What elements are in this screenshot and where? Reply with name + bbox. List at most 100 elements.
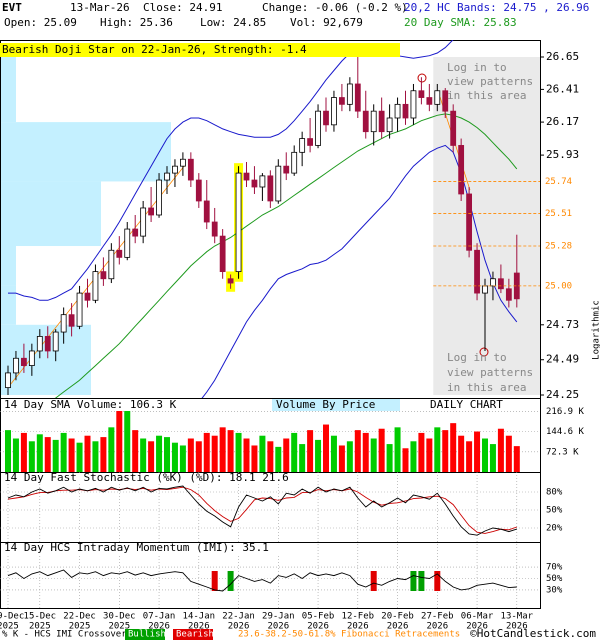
candle-body [5,372,11,389]
volume-bar [108,427,115,472]
x-tick-sublabel: 2026 [267,622,289,632]
volume-bar [5,430,11,472]
x-tick-sublabel: 2026 [347,622,369,632]
login-text: Log in to [447,61,507,74]
candle-body [187,158,194,181]
volume-bar [497,428,504,472]
fib-label: 25.51 [545,209,572,219]
volume-bar [116,407,123,472]
crossover-marker [418,571,425,591]
x-tick-sublabel: 2026 [506,622,528,632]
candle-body [474,249,480,294]
x-tick-sublabel: 2026 [387,622,409,632]
volume-bar [482,438,488,472]
close: Close: 24.91 [143,1,222,14]
volume-bar [426,438,433,472]
candle-body [28,350,35,366]
candle-body [338,97,345,105]
candle-body [140,207,147,237]
volume-bar [330,435,337,472]
volume-bar [283,438,290,472]
high: High: 25.36 [100,16,173,29]
y-tick-label: 144.6 K [546,427,585,437]
y-tick-label: 30% [546,585,563,595]
candle-body [283,165,290,174]
y-tick-label: 70% [546,563,563,573]
candle-body [450,110,457,146]
volume-bar [28,441,35,472]
candle-body [148,207,155,216]
low: Low: 24.85 [200,16,266,29]
volume-bar [219,427,226,472]
change: Change: -0.06 (-0.2 %) [262,1,408,14]
login-text: view patterns [447,366,533,379]
candle-body [466,193,473,251]
x-tick-sublabel: 2025 [69,622,91,632]
candle-body [13,357,19,374]
volume-title-bg [1,399,540,411]
candle-body [227,278,234,284]
volume-bar [307,430,314,472]
volume-bar [132,430,139,472]
footer-fib: 23.6-38.2-50-61.8% Fibonacci Retracement… [238,630,460,640]
y-tick-label: 50% [546,574,563,584]
candle-body [60,314,67,333]
candle-body [442,90,449,112]
candle-body [315,110,321,146]
candle-body [418,90,425,98]
y-tick-label: 25.93 [546,148,579,161]
volume-bar [44,437,51,472]
x-tick-label: 05-Feb [302,612,335,622]
y-tick-label: 80% [546,488,563,498]
crossover-marker [370,571,377,591]
stochastic-title: 14 Day Fast Stochastic (%K) (%D): 18.1 2… [4,471,289,484]
imi-line [7,569,517,592]
volume-bar [394,427,401,472]
candle-body [219,235,226,273]
volume-bar [20,432,27,472]
volume-bar [299,444,306,472]
volume-bar [418,432,425,472]
x-tick-label: 09-Dec [0,612,24,622]
x-tick-label: 15-Dec [24,612,57,622]
volume-bar [323,424,329,472]
pattern-text: Bearish Doji Star on 22-Jan-26, Strength… [2,43,307,56]
candle-body [291,151,298,174]
pattern-banner [0,43,400,57]
x-tick-sublabel: 2026 [228,622,250,632]
y-tick-label: 26.65 [546,50,579,63]
y-tick-label: 24.25 [546,388,579,401]
stochastic-d [7,486,517,534]
candle-body [458,145,465,195]
login-text: Log in to [447,351,507,364]
volume-bar [227,430,234,472]
x-tick-sublabel: 2026 [426,622,448,632]
fib-label: 25.00 [545,281,572,291]
candle-body [36,336,43,352]
candle-body [76,292,83,327]
volume-bar [156,435,163,472]
y-tick-label: 20% [546,524,563,534]
volume-bar [84,435,91,472]
volume-bar [140,438,147,472]
x-tick-label: 30-Dec [103,612,136,622]
volume-bar [291,432,298,472]
x-tick-sublabel: 2026 [188,622,210,632]
candle-body [20,357,27,366]
candle-body [179,158,186,167]
candle-body [378,110,385,133]
y-tick-label: 26.41 [546,82,579,95]
candle-body [497,278,504,290]
bands-label: 20,2 HC Bands: 24.75 , 26.96 [404,1,589,14]
candle-body [172,165,178,174]
volume-bar [203,432,210,472]
backgrounds [1,57,540,395]
candle-body [44,336,51,352]
volume-bar [378,428,385,472]
volume-bar [36,434,43,472]
volume-bar [52,439,59,472]
volume-by-price-bar [1,57,16,123]
bearish-bg [173,629,213,640]
candle-body [116,249,123,258]
